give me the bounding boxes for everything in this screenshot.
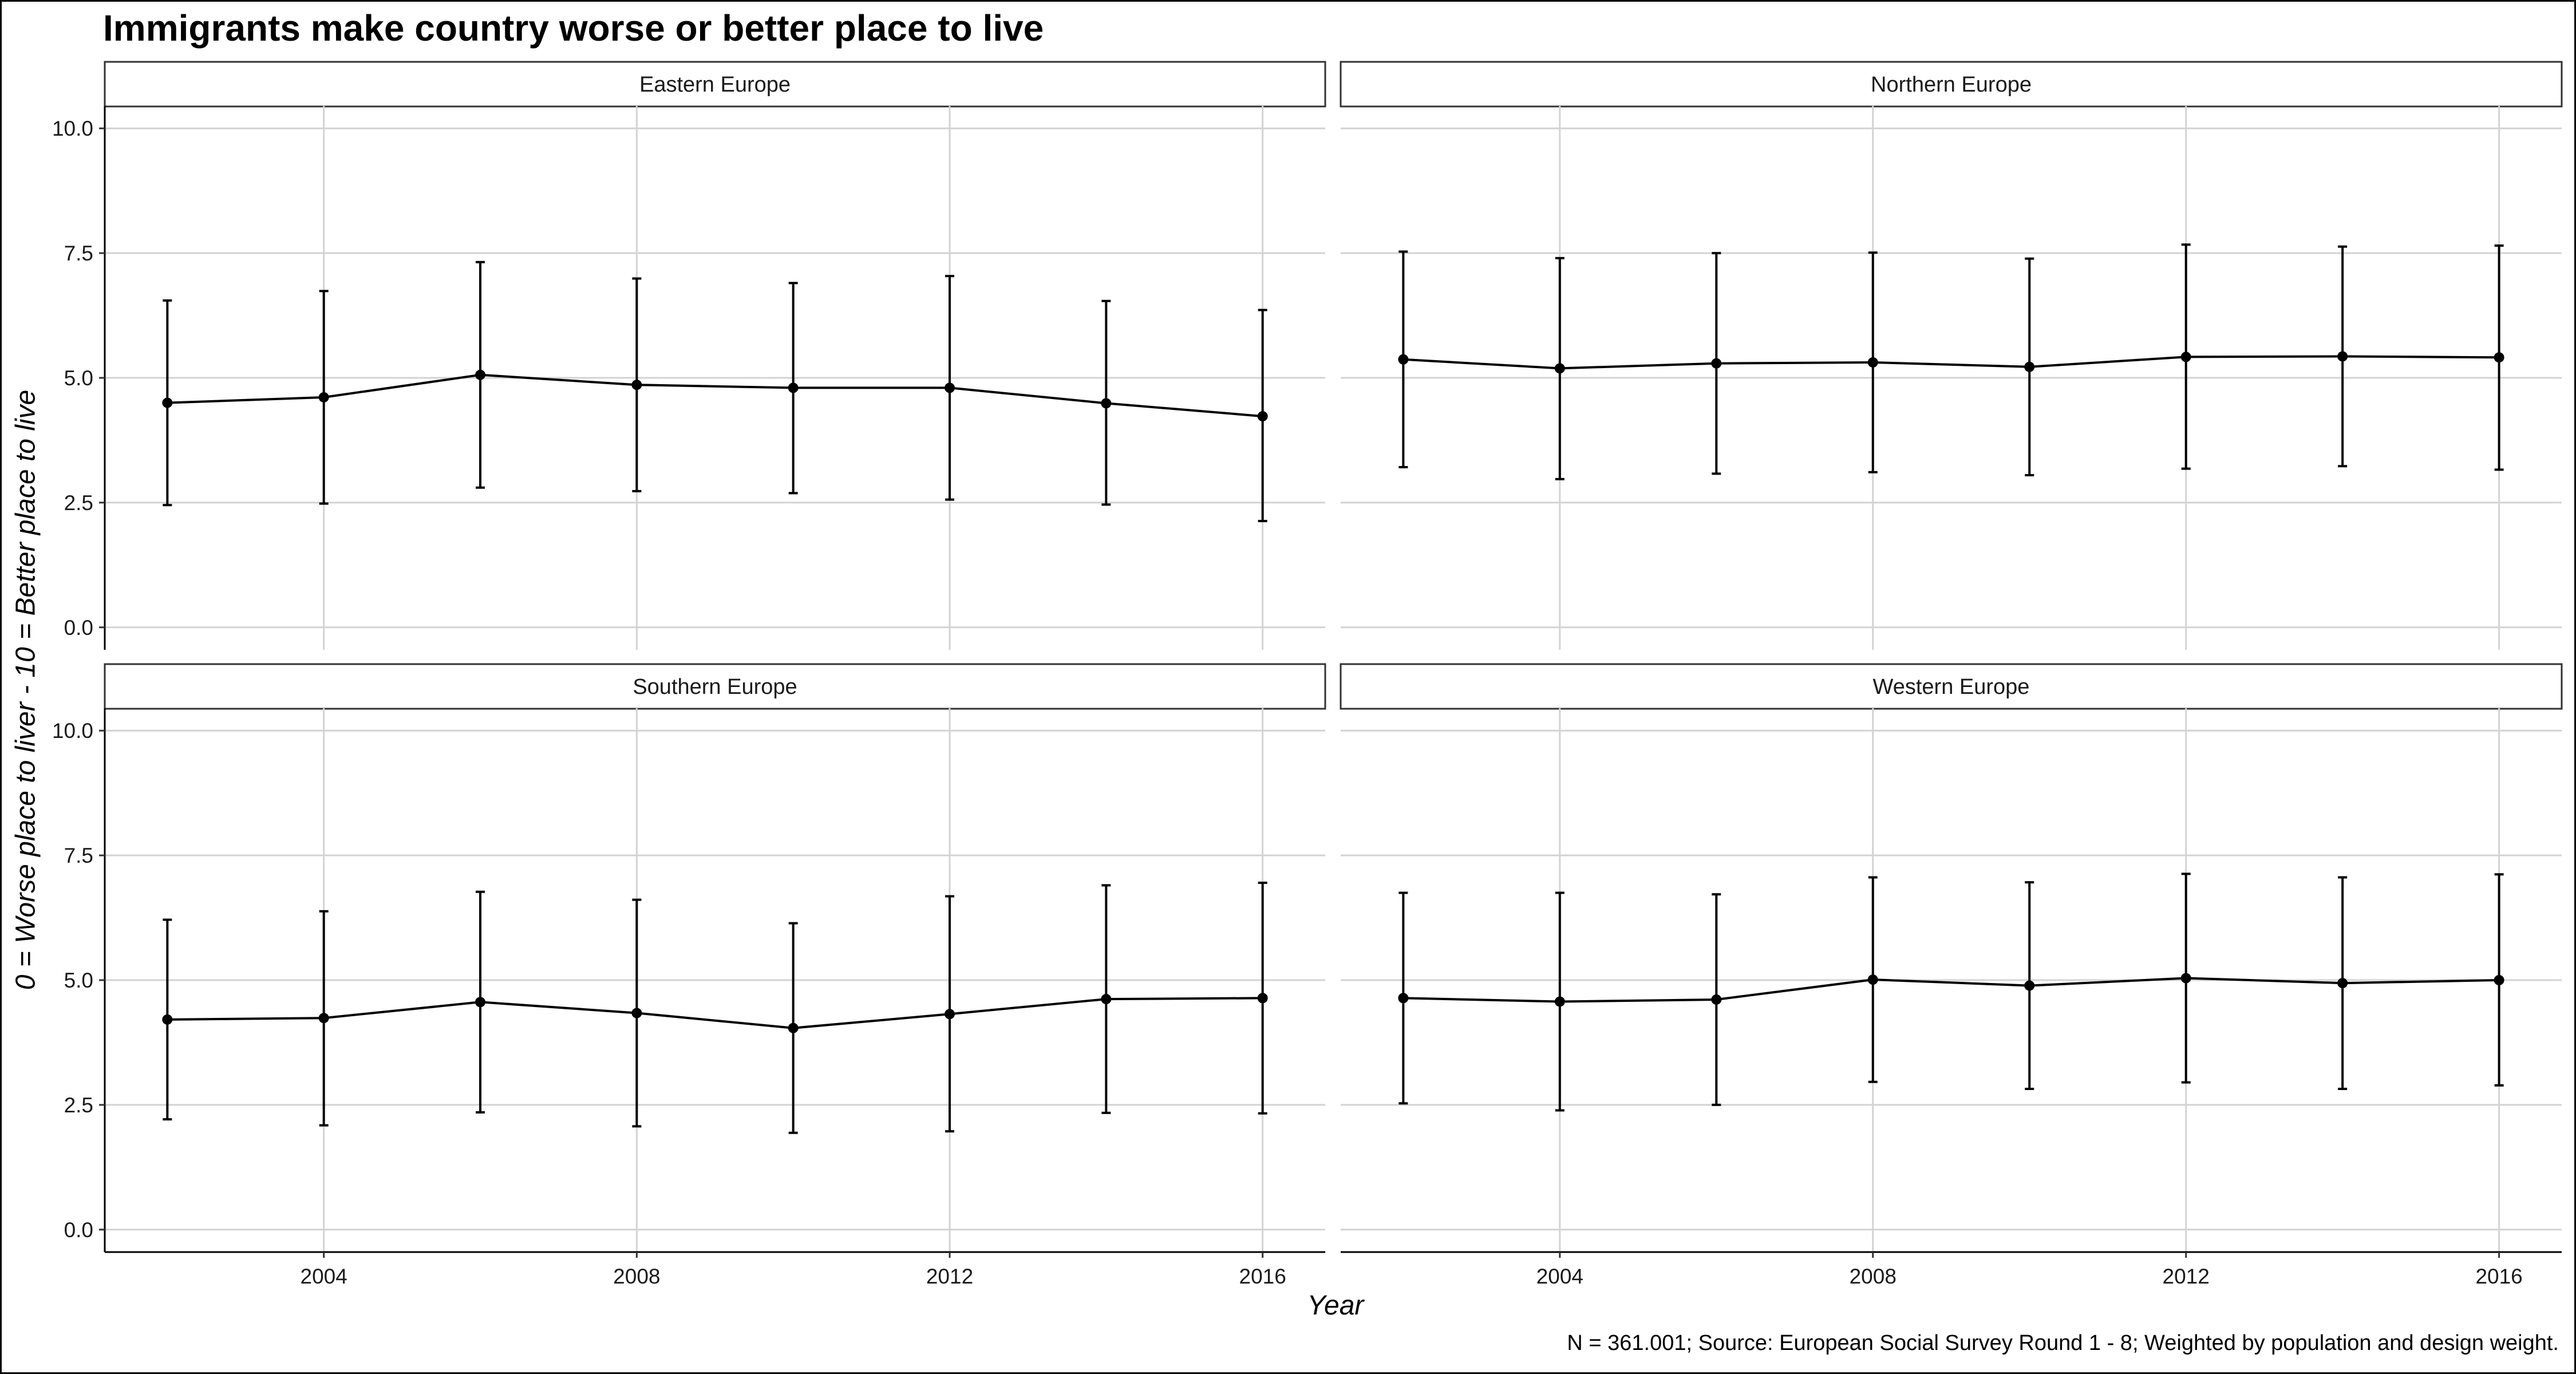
data-point bbox=[162, 397, 173, 408]
x-tick-label: 2004 bbox=[1536, 1265, 1583, 1288]
data-point bbox=[475, 997, 485, 1008]
series-line bbox=[1403, 977, 2499, 1003]
data-point bbox=[2180, 973, 2191, 984]
y-tick-label: 10.0 bbox=[52, 719, 93, 743]
series-line bbox=[1403, 355, 2499, 370]
data-point bbox=[475, 369, 485, 380]
data-point bbox=[318, 1013, 329, 1024]
x-tick-label: 2016 bbox=[1239, 1265, 1286, 1288]
y-tick-label: 0.0 bbox=[64, 1218, 93, 1242]
data-point bbox=[1398, 354, 1409, 365]
data-point bbox=[1257, 411, 1268, 422]
data-point bbox=[2337, 978, 2348, 989]
data-point bbox=[631, 1008, 642, 1018]
facet-strip bbox=[104, 61, 1326, 108]
facet-strip-label: Eastern Europe bbox=[639, 73, 791, 97]
data-point bbox=[1554, 996, 1565, 1007]
y-tick-label: 0.0 bbox=[64, 616, 93, 639]
facet-strip bbox=[104, 663, 1326, 710]
chart-title: Immigrants make country worse or better … bbox=[103, 7, 1044, 49]
x-tick-label: 2012 bbox=[926, 1265, 973, 1288]
x-tick-label: 2016 bbox=[2475, 1265, 2522, 1288]
data-point bbox=[945, 382, 955, 393]
data-point bbox=[1711, 994, 1722, 1005]
y-tick-label: 5.0 bbox=[64, 366, 93, 390]
data-point bbox=[1867, 974, 1878, 985]
x-axis-title: Year bbox=[1307, 1290, 1364, 1321]
x-tick-label: 2012 bbox=[2163, 1265, 2210, 1288]
data-point bbox=[788, 1022, 799, 1033]
y-tick-label: 2.5 bbox=[64, 491, 93, 515]
caption: N = 361.001; Source: European Social Sur… bbox=[1567, 1331, 2559, 1355]
facet-panel: Eastern Europe 0.0 2.5 5.0 7.5 10.0 bbox=[52, 61, 1326, 650]
x-tick-label: 2008 bbox=[613, 1265, 660, 1288]
data-point bbox=[1257, 993, 1268, 1004]
data-point bbox=[2024, 980, 2035, 991]
y-tick-label: 2.5 bbox=[64, 1093, 93, 1117]
data-point bbox=[2337, 351, 2348, 362]
data-point bbox=[631, 380, 642, 390]
data-point bbox=[945, 1009, 955, 1020]
facet-strip bbox=[1340, 61, 2563, 108]
y-tick-label: 7.5 bbox=[64, 242, 93, 265]
series-line bbox=[167, 997, 1263, 1029]
x-tick-label: 2004 bbox=[301, 1265, 347, 1288]
data-point bbox=[1101, 994, 1112, 1005]
data-point bbox=[318, 392, 329, 402]
facet-strip-label: Southern Europe bbox=[633, 675, 797, 699]
data-point bbox=[2494, 975, 2504, 985]
data-point bbox=[2494, 352, 2504, 363]
data-point bbox=[1711, 358, 1722, 369]
series-line bbox=[167, 373, 1263, 418]
facet-strip-label: Western Europe bbox=[1873, 675, 2030, 699]
data-point bbox=[2024, 361, 2035, 372]
facet-panel: Southern Europe 0.0 2.5 5.0 7.5 10.0 2004 2008 2… bbox=[52, 663, 1326, 1288]
data-point bbox=[1398, 993, 1409, 1004]
data-point bbox=[1554, 363, 1565, 374]
y-tick-label: 10.0 bbox=[52, 117, 93, 140]
y-tick-label: 5.0 bbox=[64, 969, 93, 992]
facet-panel: Western Europe 2004 2008 2012 2016 bbox=[1340, 663, 2563, 1288]
data-point bbox=[1867, 357, 1878, 368]
data-point bbox=[1101, 398, 1112, 409]
data-point bbox=[162, 1014, 173, 1025]
x-tick-label: 2008 bbox=[1850, 1265, 1897, 1288]
data-point bbox=[2180, 352, 2191, 362]
y-tick-label: 7.5 bbox=[64, 844, 93, 867]
facet-strip bbox=[1340, 663, 2563, 710]
data-point bbox=[788, 382, 799, 393]
facet-strip-label: Northern Europe bbox=[1871, 73, 2032, 97]
facet-panel: Northern Europe bbox=[1340, 61, 2563, 650]
